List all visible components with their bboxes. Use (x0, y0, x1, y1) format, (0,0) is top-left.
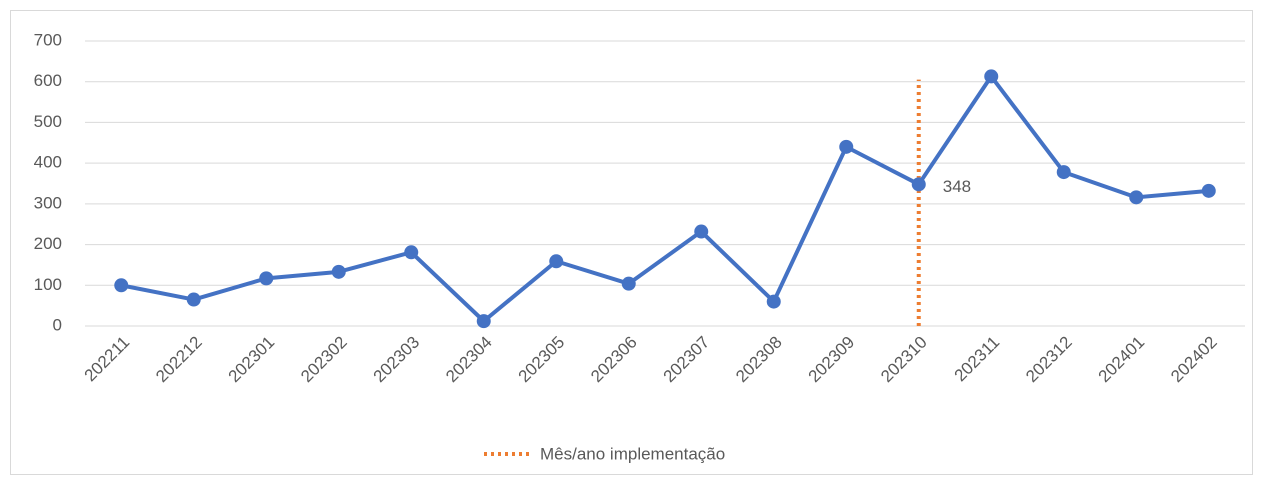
point (331, 264, 346, 279)
point (984, 69, 999, 84)
y-tick-label: 400 (34, 153, 62, 172)
point (1201, 183, 1216, 198)
point (1056, 165, 1071, 180)
point (1129, 190, 1144, 205)
point (259, 271, 274, 286)
y-tick-label: 0 (53, 315, 62, 334)
series-line (120, 74, 1209, 324)
point (404, 245, 419, 260)
data-label: 348 (943, 177, 971, 196)
y-tick-label: 100 (34, 275, 62, 294)
legend-label: Mês/ano implementação (540, 444, 725, 463)
point (621, 276, 636, 291)
y-tick-label: 300 (34, 193, 62, 212)
point (694, 224, 709, 239)
chart-border (10, 10, 1253, 475)
point (114, 278, 129, 293)
point (911, 177, 926, 192)
y-tick-label: 200 (34, 234, 62, 253)
point (476, 314, 491, 329)
y-tick-label: 700 (34, 30, 62, 49)
point (549, 254, 564, 269)
point (186, 292, 201, 307)
y-tick-label: 600 (34, 71, 62, 90)
y-tick-label: 500 (34, 112, 62, 131)
point (766, 294, 781, 309)
point (839, 139, 854, 154)
